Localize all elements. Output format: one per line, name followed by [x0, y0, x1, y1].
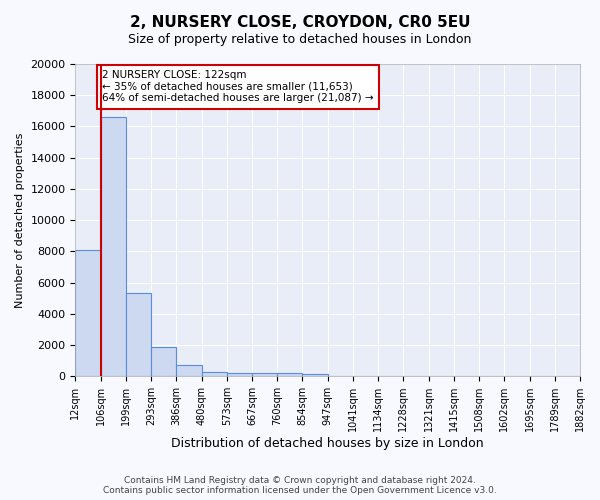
Bar — [277, 374, 302, 376]
Text: Size of property relative to detached houses in London: Size of property relative to detached ho… — [128, 32, 472, 46]
Text: 2 NURSERY CLOSE: 122sqm
← 35% of detached houses are smaller (11,653)
64% of sem: 2 NURSERY CLOSE: 122sqm ← 35% of detache… — [102, 70, 374, 103]
Bar — [227, 373, 252, 376]
Y-axis label: Number of detached properties: Number of detached properties — [15, 132, 25, 308]
Bar — [151, 348, 176, 376]
Text: 2, NURSERY CLOSE, CROYDON, CR0 5EU: 2, NURSERY CLOSE, CROYDON, CR0 5EU — [130, 15, 470, 30]
Bar — [76, 250, 101, 376]
Bar — [252, 373, 277, 376]
Bar — [176, 366, 202, 376]
Bar — [126, 294, 151, 376]
Bar — [302, 374, 328, 376]
Bar — [202, 372, 227, 376]
Text: Contains HM Land Registry data © Crown copyright and database right 2024.
Contai: Contains HM Land Registry data © Crown c… — [103, 476, 497, 495]
Bar — [101, 117, 126, 376]
X-axis label: Distribution of detached houses by size in London: Distribution of detached houses by size … — [172, 437, 484, 450]
